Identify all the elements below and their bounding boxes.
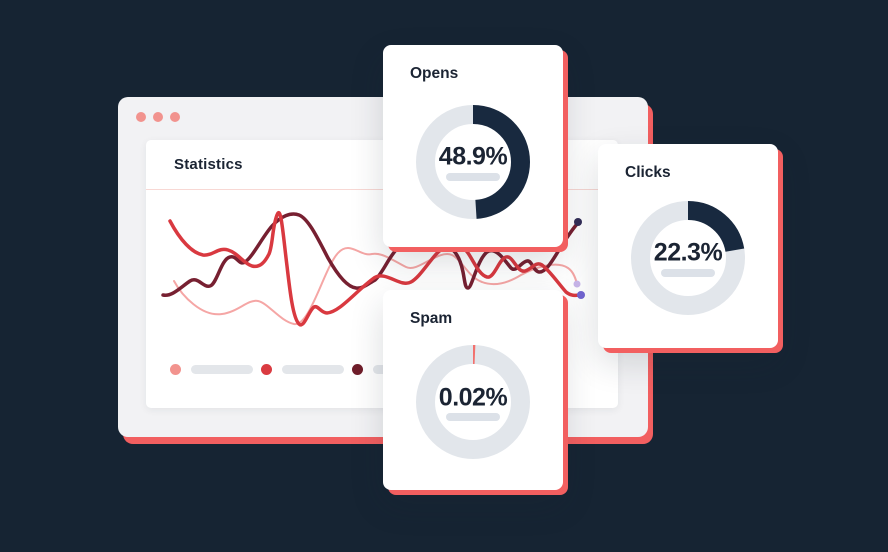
metric-value: 0.02%: [438, 383, 508, 412]
window-close-button[interactable]: [136, 112, 146, 122]
window-controls: [136, 112, 180, 122]
statistics-title: Statistics: [174, 156, 243, 173]
donut-arc-spam: [416, 345, 530, 459]
donut-chart-clicks: [631, 201, 745, 315]
donut-chart-opens: [416, 105, 530, 219]
window-minimize-button[interactable]: [153, 112, 163, 122]
metric-value: 22.3%: [653, 238, 723, 267]
value-placeholder-pill: [661, 269, 715, 277]
legend-placeholder-bar: [191, 365, 253, 374]
legend-placeholder-bar: [282, 365, 344, 374]
metric-card-clicks: Clicks 22.3%: [598, 144, 778, 348]
donut-chart-spam: [416, 345, 530, 459]
statistics-header: Statistics: [146, 140, 618, 190]
donut-arc-clicks: [631, 201, 745, 315]
metric-card-title: Spam: [410, 310, 453, 327]
legend-item: [170, 364, 253, 375]
metric-card-spam: Spam 0.02%: [383, 290, 563, 490]
window-maximize-button[interactable]: [170, 112, 180, 122]
metric-card-opens: Opens 48.9%: [383, 45, 563, 247]
legend-item: [261, 364, 344, 375]
legend-dot-red: [261, 364, 272, 375]
metric-card-title: Clicks: [625, 164, 671, 181]
legend-dot-pink: [170, 364, 181, 375]
value-placeholder-pill: [446, 173, 500, 181]
metric-value: 48.9%: [438, 142, 508, 171]
metric-card-title: Opens: [410, 65, 459, 82]
legend-dot-maroon: [352, 364, 363, 375]
value-placeholder-pill: [446, 413, 500, 421]
donut-arc-opens: [416, 105, 530, 219]
